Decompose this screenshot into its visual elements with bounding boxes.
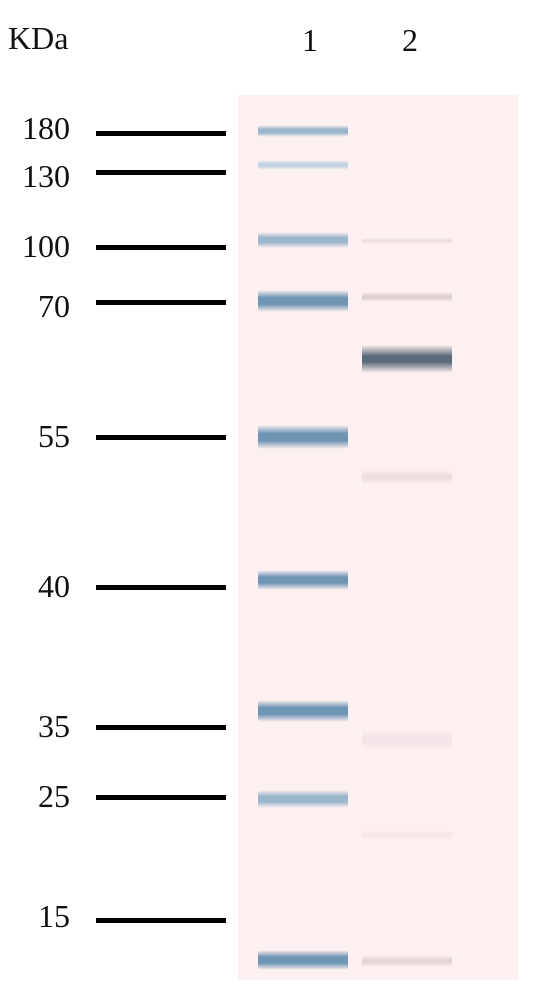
ladder-band — [258, 290, 348, 312]
sample-band — [362, 238, 452, 244]
sample-band — [362, 955, 452, 967]
tick-mark — [96, 245, 226, 250]
ladder-band — [258, 232, 348, 248]
mw-label-15: 15 — [0, 898, 70, 935]
ladder-band — [258, 125, 348, 137]
sample-band — [362, 345, 452, 373]
tick-mark — [96, 795, 226, 800]
ladder-band — [258, 790, 348, 808]
tick-mark — [96, 585, 226, 590]
tick-mark — [96, 300, 226, 305]
mw-label-25: 25 — [0, 778, 70, 815]
tick-mark — [96, 918, 226, 923]
mw-label-100: 100 — [0, 228, 70, 265]
lane-header-1: 1 — [290, 22, 330, 59]
gel-background — [238, 95, 518, 980]
lane-header-2: 2 — [390, 22, 430, 59]
tick-mark — [96, 725, 226, 730]
tick-mark — [96, 435, 226, 440]
ladder-band — [258, 160, 348, 170]
ladder-band — [258, 700, 348, 722]
tick-mark — [96, 131, 226, 136]
ladder-band — [258, 950, 348, 970]
mw-label-70: 70 — [0, 288, 70, 325]
mw-label-40: 40 — [0, 568, 70, 605]
sample-band — [362, 292, 452, 302]
mw-label-35: 35 — [0, 708, 70, 745]
sample-band — [362, 730, 452, 750]
mw-label-55: 55 — [0, 418, 70, 455]
axis-unit-label: KDa — [8, 20, 68, 57]
ladder-band — [258, 425, 348, 449]
sample-band — [362, 470, 452, 484]
sample-band — [362, 830, 452, 840]
tick-mark — [96, 170, 226, 175]
ladder-band — [258, 570, 348, 590]
gel-figure: KDa 1 2 180 130 100 70 55 40 35 25 15 — [0, 0, 536, 1000]
mw-label-180: 180 — [0, 110, 70, 147]
mw-label-130: 130 — [0, 158, 70, 195]
